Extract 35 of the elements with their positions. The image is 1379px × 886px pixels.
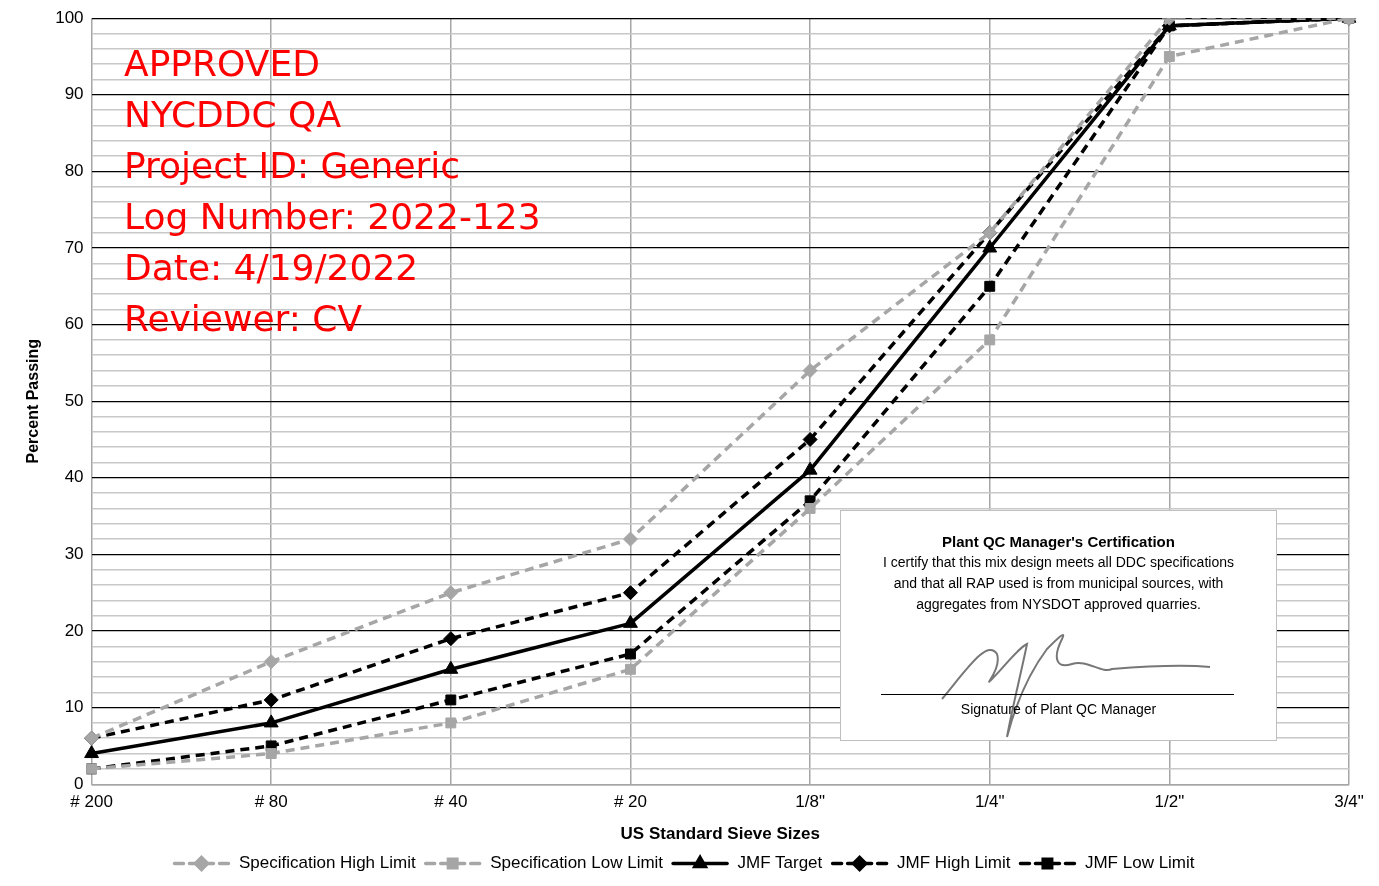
x-tick-label: 1/8" [795,792,825,812]
legend-label: Specification Low Limit [490,853,664,873]
x-tick-label: # 200 [70,792,113,812]
annotation: Date: 4/19/2022 [124,246,420,290]
x-tick-label: 1/4" [974,792,1005,812]
annotation: Log Number: 2022-123 [124,195,541,239]
legend-label: Specification High Limit [238,853,416,873]
x-tick-label: # 40 [434,792,468,812]
legend-label: JMF Target [737,853,823,873]
y-tick-label: 40 [64,467,84,487]
annotation: I certify that this mix design meets all DDC specifications [882,553,1235,572]
y-tick-label: 60 [64,314,84,334]
legend-label: JMF High Limit [897,853,1011,873]
annotation: and that all RAP used is from municipal sources, with [892,574,1225,593]
y-tick-label: 0 [74,773,84,793]
y-tick-label: 50 [64,390,84,410]
y-tick-label: 80 [64,161,84,181]
x-axis-title: US Standard Sieve Sizes [620,824,820,844]
y-tick-label: 10 [64,697,84,717]
y-tick-label: 30 [64,544,84,564]
y-tick-label: 100 [55,7,84,27]
y-tick-label: 90 [64,84,84,104]
y-tick-label: 70 [64,237,84,257]
x-tick-label: # 20 [613,792,648,812]
annotation: Signature of Plant QC Manager [959,700,1158,719]
x-tick-label: 1/2" [1154,792,1185,812]
legend-label: JMF Low Limit [1084,853,1195,873]
annotation: APPROVED [124,42,321,86]
y-tick-label: 20 [64,620,84,640]
annotation: aggregates from NYSDOT approved quarries. [915,595,1202,614]
x-tick-label: 3/4" [1334,792,1364,812]
annotation: Plant QC Manager's Certification [941,532,1176,552]
annotation: NYCDDC QA [124,93,343,137]
y-axis-title: Percent Passing [24,338,42,464]
x-tick-label: # 80 [254,792,288,812]
